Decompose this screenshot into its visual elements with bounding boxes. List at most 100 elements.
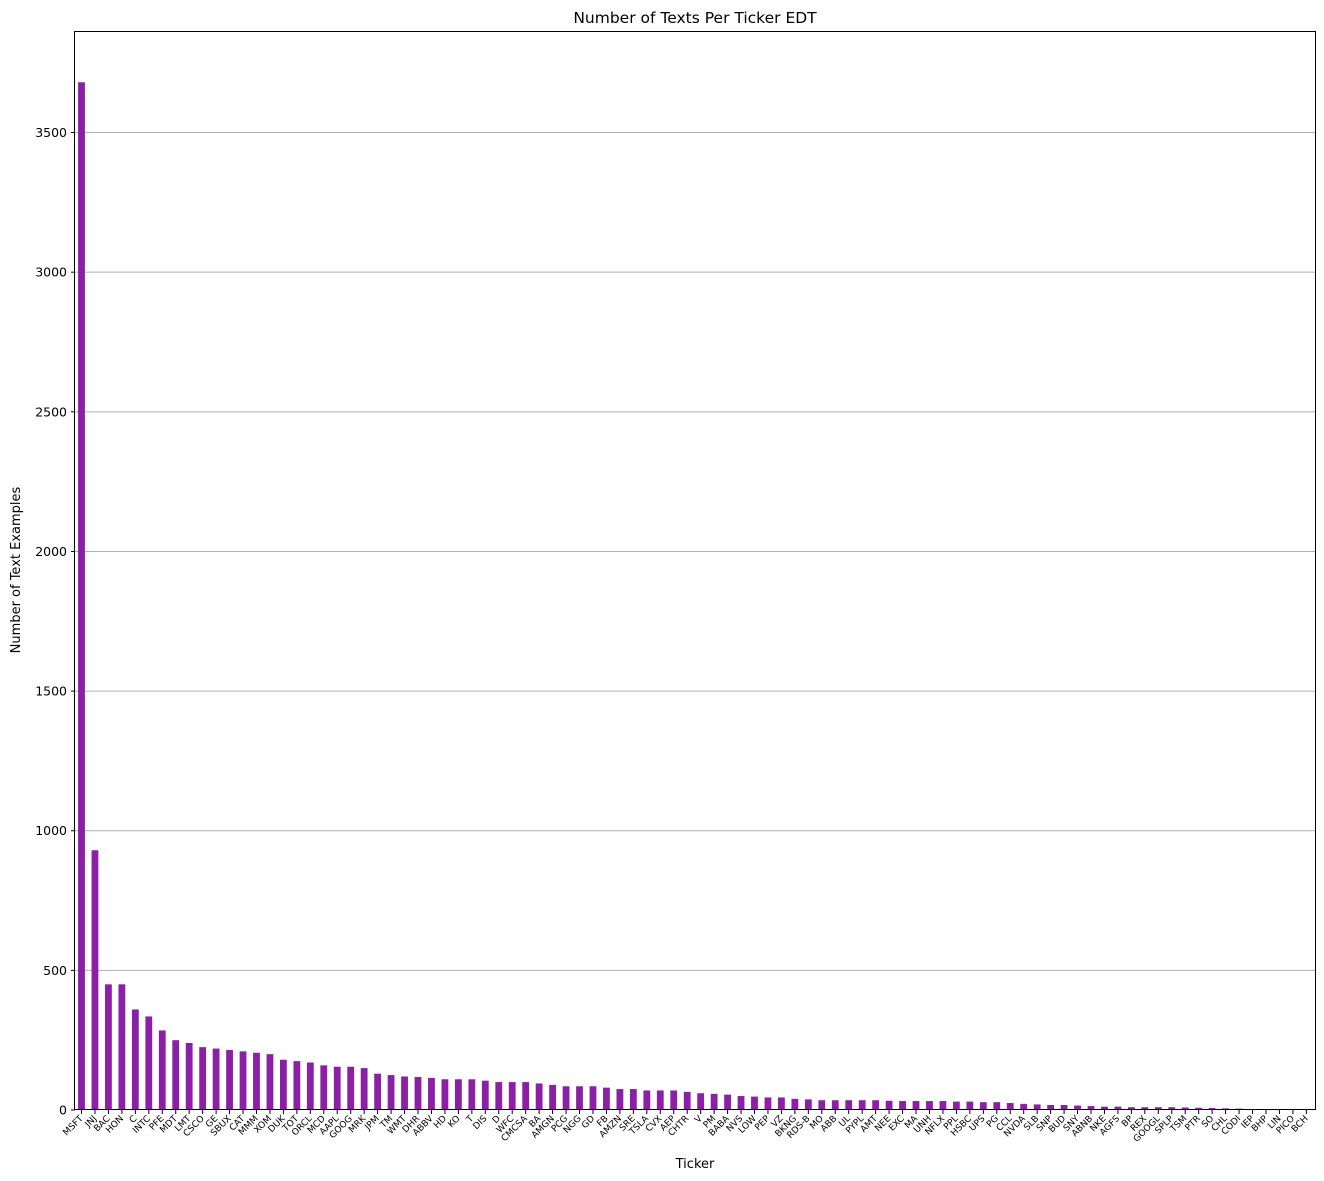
bar-dhr <box>414 1077 422 1110</box>
bar-aep <box>670 1090 678 1110</box>
bar-ul <box>845 1100 853 1110</box>
bar-t <box>468 1079 476 1110</box>
bar-bkng <box>791 1098 799 1110</box>
bar-dis <box>481 1080 489 1110</box>
bar-rds-b <box>804 1099 812 1110</box>
bar-c <box>131 1009 139 1110</box>
bar-snp <box>1047 1104 1055 1110</box>
bar-slb <box>1033 1104 1041 1110</box>
bar-abbv <box>428 1077 435 1110</box>
bar-tot <box>293 1061 301 1110</box>
bar-ge <box>212 1048 220 1110</box>
y-tick-label: 2000 <box>35 544 67 559</box>
bar-pm <box>710 1093 718 1110</box>
bar-rex <box>1141 1107 1149 1110</box>
y-axis: 0 500 1000 1500 2000 2500 3000 3500 <box>35 125 75 1118</box>
bar-ptr <box>1195 1107 1203 1110</box>
bar-pg <box>993 1102 1001 1110</box>
bar-aapl <box>333 1066 341 1110</box>
bar-mo <box>818 1100 826 1110</box>
bar-nvs <box>737 1096 745 1110</box>
y-tick-label: 2500 <box>35 404 67 419</box>
bar-cvx <box>656 1090 664 1110</box>
bar-low <box>751 1096 758 1110</box>
bar-jnj <box>91 850 99 1110</box>
bar-bp <box>1127 1107 1135 1110</box>
bar-ko <box>454 1079 462 1110</box>
bar-abnb <box>1087 1106 1095 1110</box>
bar-jpm <box>374 1073 382 1110</box>
bar-msft <box>78 82 85 1111</box>
bar-mrk <box>360 1068 368 1110</box>
y-tick-label: 1500 <box>35 684 67 699</box>
bar-chtr <box>683 1091 691 1110</box>
bar-splp <box>1168 1107 1176 1110</box>
plot-frame <box>74 31 1316 1110</box>
bar-amzn <box>616 1089 624 1110</box>
bar-tm <box>387 1075 395 1110</box>
grid-lines <box>75 132 1315 971</box>
bar-hsbc <box>966 1101 974 1110</box>
y-tick-label: 500 <box>43 963 67 978</box>
bar-googl <box>1154 1107 1162 1110</box>
bar-pep <box>764 1097 772 1110</box>
bar-abb <box>831 1100 839 1110</box>
bar-nvda <box>1020 1103 1028 1110</box>
bars <box>78 82 1310 1111</box>
bar-orcl <box>306 1062 314 1110</box>
bar-mcd <box>320 1065 328 1110</box>
bar-csco <box>199 1047 207 1110</box>
bar-agfs <box>1114 1106 1122 1110</box>
bar-hd <box>441 1079 449 1110</box>
bar-d <box>495 1082 503 1110</box>
bar-tsla <box>643 1090 651 1110</box>
bar-ma <box>912 1101 920 1110</box>
bar-mdt <box>172 1040 180 1110</box>
bar-ccl <box>1006 1103 1014 1110</box>
bar-sre <box>629 1089 637 1110</box>
bar-sbux <box>226 1049 233 1110</box>
bar-ngg <box>576 1086 583 1110</box>
bar-ppl <box>953 1101 960 1110</box>
bar-intc <box>145 1016 153 1110</box>
bar-ba <box>535 1083 543 1110</box>
bar-pcg <box>562 1086 570 1110</box>
bar-hon <box>118 984 126 1110</box>
bar-v <box>697 1093 705 1110</box>
bar-bud <box>1060 1104 1068 1110</box>
bar-amgn <box>549 1084 556 1110</box>
chart-title: Number of Texts Per Ticker EDT <box>573 9 817 27</box>
bar-cmcsa <box>522 1082 530 1110</box>
bar-nflx <box>939 1101 947 1110</box>
bar-wmt <box>401 1076 408 1110</box>
bar-bac <box>105 984 112 1110</box>
bar-cat <box>239 1051 247 1110</box>
y-axis-label: Number of Text Examples <box>9 486 24 653</box>
bar-tsm <box>1181 1107 1189 1110</box>
bar-pfe <box>158 1030 166 1110</box>
bar-mmm <box>253 1052 260 1110</box>
bar-fb <box>603 1087 610 1110</box>
bar-ups <box>979 1102 987 1110</box>
bar-pypl <box>858 1100 866 1110</box>
x-tick-label: C <box>128 1114 140 1126</box>
bar-duk <box>280 1059 287 1110</box>
bar-lmt <box>185 1042 193 1110</box>
bar-gd <box>589 1086 597 1110</box>
bar-exc <box>899 1101 906 1110</box>
bar-xom <box>266 1054 274 1110</box>
y-tick-label: 3000 <box>35 265 67 280</box>
bar-sny <box>1074 1105 1081 1110</box>
bar-nee <box>885 1100 893 1110</box>
y-tick-label: 3500 <box>35 125 67 140</box>
bar-baba <box>724 1094 731 1110</box>
bar-vz <box>778 1097 785 1110</box>
y-tick-label: 0 <box>59 1103 67 1118</box>
bar-nke <box>1101 1106 1108 1110</box>
bar-unh <box>926 1101 933 1110</box>
bar-goog <box>347 1066 355 1110</box>
y-tick-label: 1000 <box>35 823 67 838</box>
x-axis-label: Ticker <box>675 1157 715 1172</box>
bar-amt <box>872 1100 880 1110</box>
